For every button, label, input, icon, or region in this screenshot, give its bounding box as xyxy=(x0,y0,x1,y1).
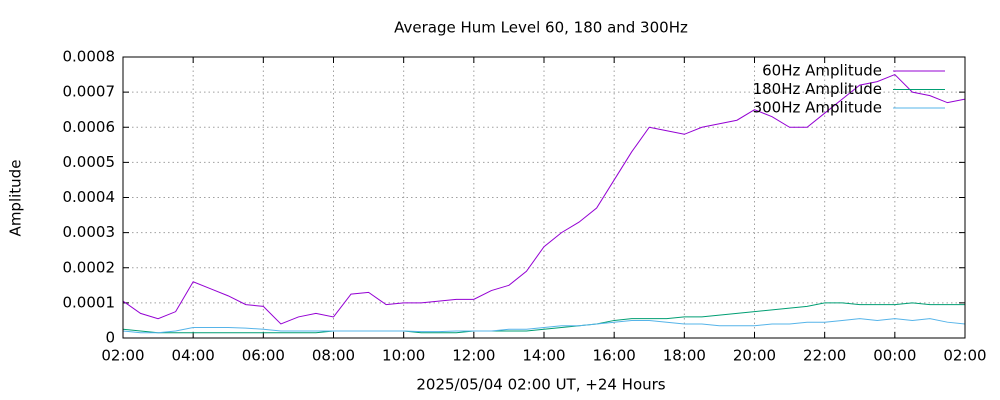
x-tick-label: 20:00 xyxy=(733,347,776,365)
x-tick-label: 04:00 xyxy=(172,347,215,365)
y-tick-label: 0 xyxy=(105,329,115,347)
x-tick-label: 18:00 xyxy=(663,347,706,365)
legend-label: 180Hz Amplitude xyxy=(753,80,882,98)
y-tick-label: 0.0008 xyxy=(63,48,116,66)
chart-title: Average Hum Level 60, 180 and 300Hz xyxy=(394,19,688,37)
legend-label: 300Hz Amplitude xyxy=(753,99,882,117)
y-tick-label: 0.0003 xyxy=(63,223,116,241)
x-tick-label: 02:00 xyxy=(943,347,986,365)
y-tick-label: 0.0004 xyxy=(63,188,116,206)
x-tick-label: 22:00 xyxy=(803,347,846,365)
x-tick-label: 00:00 xyxy=(873,347,916,365)
y-tick-label: 0.0006 xyxy=(63,118,116,136)
x-axis-label: 2025/05/04 02:00 UT, +24 Hours xyxy=(416,376,665,394)
x-tick-label: 14:00 xyxy=(522,347,565,365)
plot-border xyxy=(122,56,966,339)
x-tick-label: 02:00 xyxy=(101,347,144,365)
y-tick-label: 0.0001 xyxy=(63,293,116,311)
x-tick-label: 10:00 xyxy=(382,347,425,365)
series-line xyxy=(122,302,965,334)
y-tick-label: 0.0007 xyxy=(63,83,116,101)
x-tick-label: 12:00 xyxy=(452,347,495,365)
x-tick-label: 06:00 xyxy=(242,347,285,365)
y-axis-label: Amplitude xyxy=(7,160,25,237)
legend-label: 60Hz Amplitude xyxy=(762,62,882,80)
series-line xyxy=(122,73,966,325)
y-tick-label: 0.0002 xyxy=(63,258,116,276)
x-tick-label: 16:00 xyxy=(593,347,636,365)
series-line xyxy=(122,318,966,334)
x-tick-label: 08:00 xyxy=(312,347,355,365)
y-tick-label: 0.0005 xyxy=(63,153,116,171)
